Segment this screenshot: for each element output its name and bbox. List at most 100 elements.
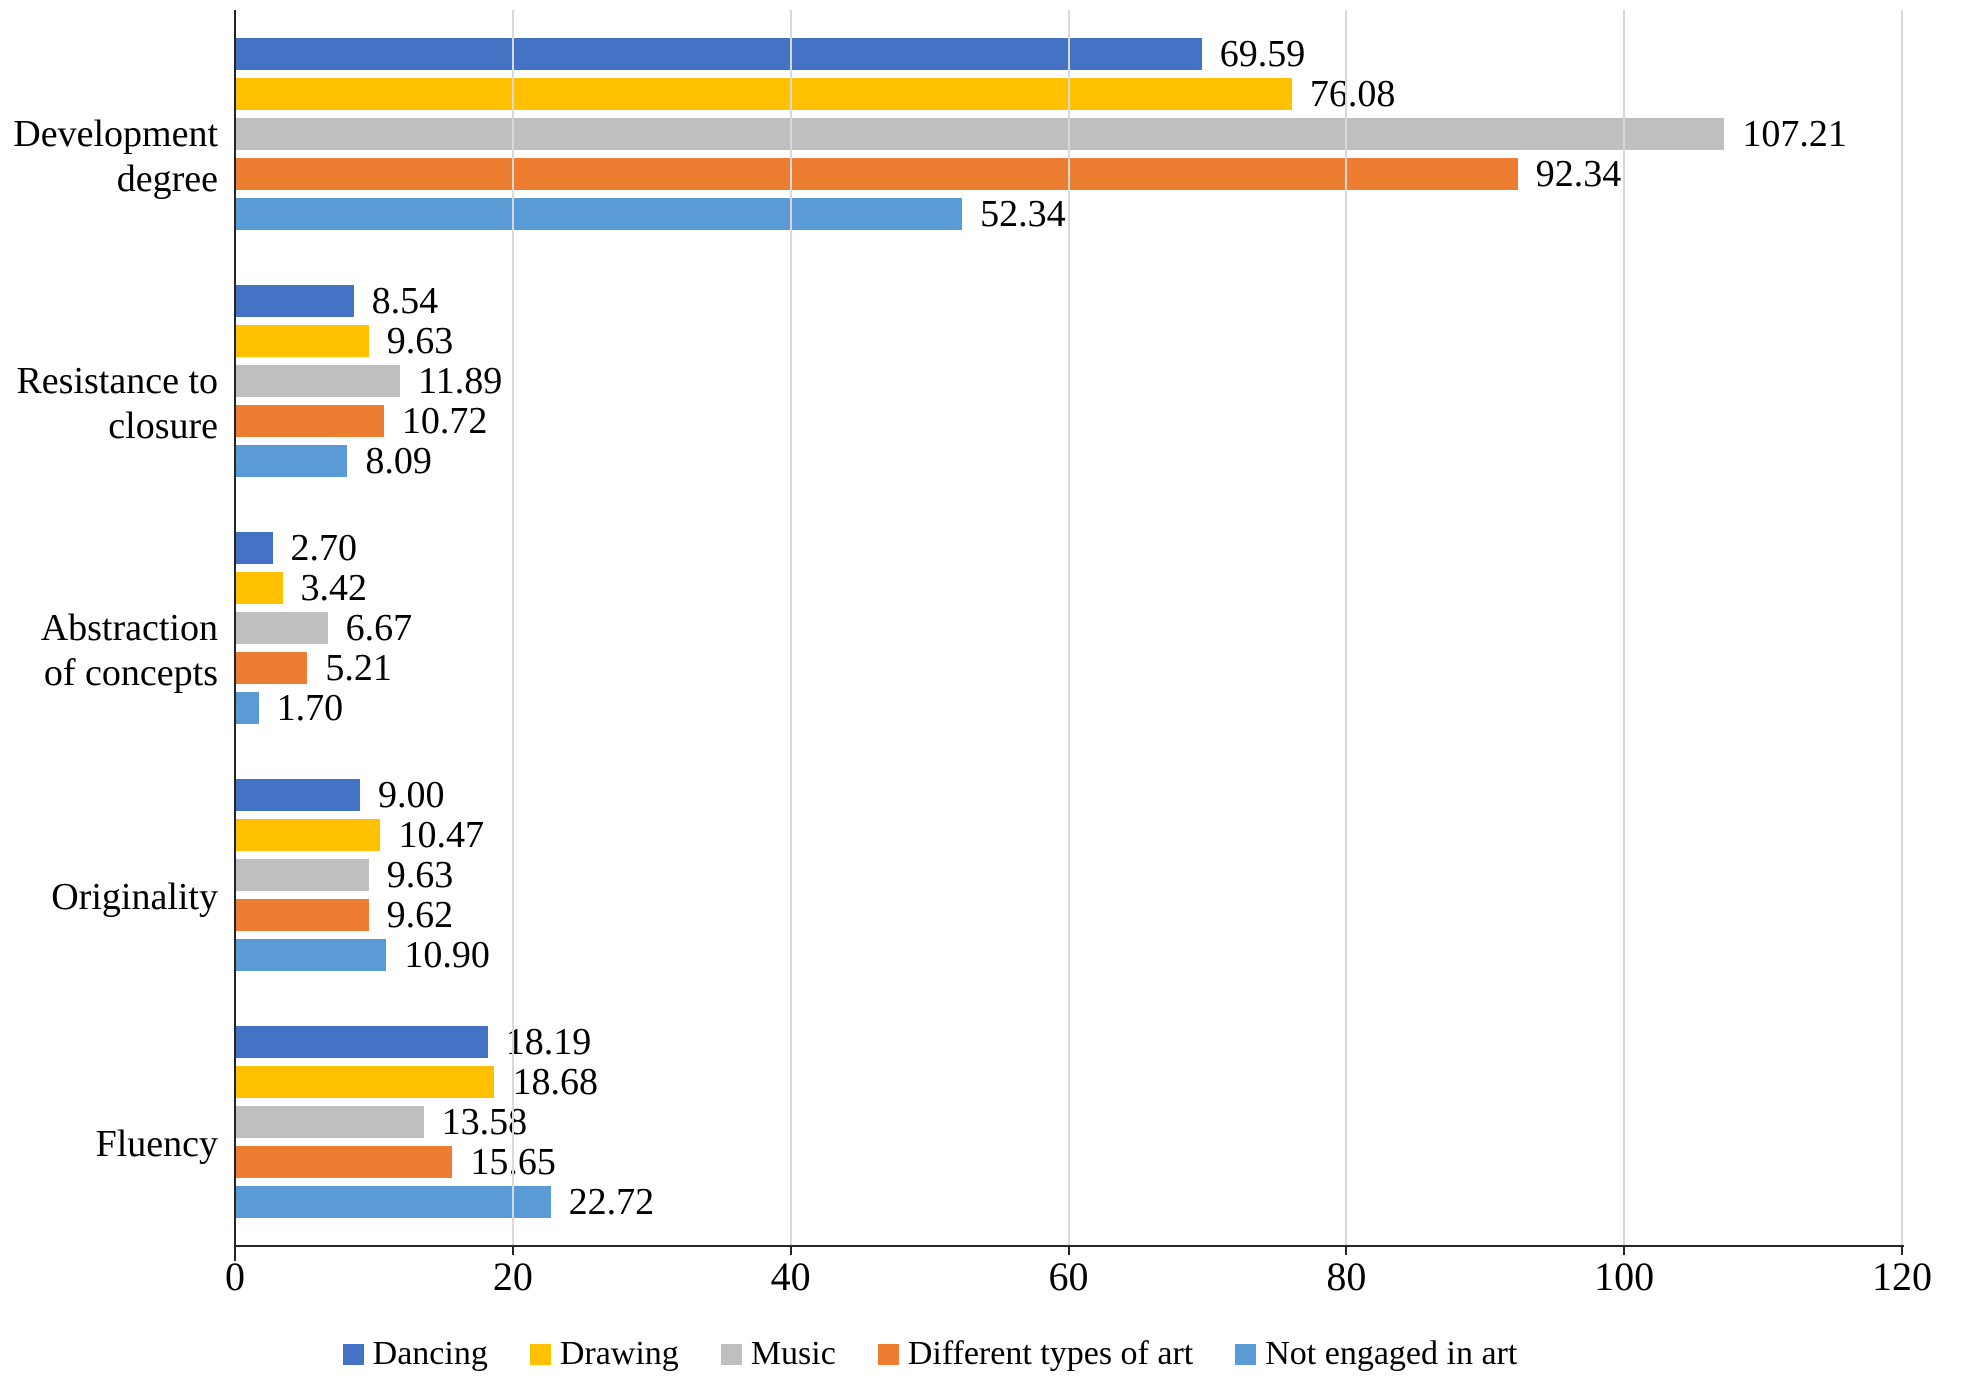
legend-label: Not engaged in art	[1265, 1335, 1518, 1372]
bar-value-label: 1.70	[276, 686, 344, 729]
axis-tick	[1623, 1247, 1626, 1255]
bar-value-label: 76.08	[1309, 72, 1396, 115]
x-axis-ticks: 0 20 40 60 80 100 120	[225, 1254, 1932, 1302]
gridline	[511, 10, 514, 1245]
legend-swatch	[342, 1343, 364, 1365]
category-label: Development degree	[0, 10, 218, 257]
bar	[235, 571, 283, 604]
bar-value-label: 9.00	[378, 773, 445, 816]
bar	[235, 818, 381, 851]
category-label: Abstraction of concepts	[0, 504, 218, 751]
gridline	[1623, 10, 1626, 1245]
bar	[235, 778, 361, 811]
axis-tick	[1345, 1247, 1348, 1255]
bar-row: 10.90	[235, 933, 1902, 976]
bar	[235, 1185, 551, 1218]
category-label-text: Abstraction of concepts	[40, 606, 218, 694]
gridline	[789, 10, 792, 1245]
bar	[235, 858, 369, 891]
bar-value-label: 10.47	[398, 813, 484, 856]
x-tick-label: 40	[770, 1254, 811, 1299]
bar-value-label: 22.72	[568, 1180, 655, 1223]
category-label: Originality	[0, 751, 218, 998]
bar-value-label: 11.89	[418, 359, 503, 402]
bar-row: 18.19	[235, 1020, 1902, 1063]
x-tick-label: 20	[492, 1254, 533, 1299]
bar-row: 2.70	[235, 529, 1902, 567]
gridline	[1345, 10, 1348, 1245]
axis-tick	[789, 1247, 792, 1255]
bar-value-label: 9.63	[386, 319, 454, 362]
legend-swatch	[1235, 1343, 1257, 1365]
bar-row: 3.42	[235, 566, 1902, 609]
x-tick-label: 80	[1326, 1254, 1367, 1299]
y-axis-line	[234, 10, 236, 1261]
bar-row: 18.68	[235, 1060, 1902, 1103]
gridline	[1901, 10, 1903, 1245]
bar-value-label: 18.19	[505, 1020, 592, 1063]
legend-item: Dancing	[342, 1333, 488, 1375]
bar-value-label: 6.67	[345, 606, 413, 649]
legend-label: Music	[750, 1335, 836, 1372]
legend-label: Different types of art	[907, 1335, 1194, 1372]
bar-value-label: 52.34	[980, 192, 1066, 235]
bar	[235, 1025, 488, 1058]
bar-group: 69.59 76.08 107.21 92.34 52.34	[235, 10, 1902, 257]
legend-item: Not engaged in art	[1235, 1333, 1517, 1375]
legend-label: Dancing	[372, 1335, 488, 1372]
bar-row: 9.63	[235, 853, 1902, 896]
bar-value-label: 9.62	[386, 893, 454, 936]
bar	[235, 651, 308, 684]
bar	[235, 364, 401, 397]
bar	[235, 77, 1292, 110]
legend-item: Music	[720, 1333, 836, 1375]
bar-row: 92.34	[235, 152, 1902, 195]
bar-value-label: 3.42	[300, 566, 368, 609]
category-label: Fluency	[0, 998, 218, 1245]
bar	[235, 117, 1725, 150]
bar-value-label: 8.54	[371, 279, 439, 322]
bar	[235, 324, 369, 357]
bar-row: 22.72	[235, 1180, 1902, 1223]
bar	[235, 898, 369, 931]
legend-swatch	[877, 1343, 899, 1365]
bar-group: 8.54 9.63 11.89 10.72 8.09	[235, 257, 1902, 504]
bar-row: 107.21	[235, 115, 1902, 153]
bar-row: 8.54	[235, 279, 1902, 322]
bar-value-label: 8.09	[365, 439, 432, 482]
category-label-text: Resistance to closure	[16, 359, 218, 447]
bar-value-label: 18.68	[512, 1060, 598, 1103]
bar-value-label: 10.90	[404, 933, 490, 976]
bar	[235, 611, 328, 644]
bar	[235, 938, 387, 971]
bar	[235, 1105, 424, 1138]
bar	[235, 284, 354, 317]
bar-value-label: 9.63	[386, 853, 454, 896]
bar-value-label: 92.34	[1535, 152, 1622, 195]
x-tick-label: 100	[1594, 1254, 1655, 1299]
bar-row: 1.70	[235, 686, 1902, 729]
bar-row: 9.63	[235, 319, 1902, 362]
bar	[235, 37, 1202, 70]
bar-row: 5.21	[235, 646, 1902, 689]
bar-group: 2.70 3.42 6.67 5.21 1.70	[235, 504, 1902, 751]
bar-row: 52.34	[235, 192, 1902, 235]
bar-group: 9.00 10.47 9.63 9.62 10.90	[235, 751, 1902, 998]
bar-row: 69.59	[235, 35, 1902, 73]
bar	[235, 157, 1518, 190]
legend-item: Different types of art	[877, 1333, 1194, 1375]
bar-row: 10.47	[235, 813, 1902, 856]
bar	[235, 197, 963, 230]
category-label: Resistance to closure	[0, 257, 218, 504]
bar	[235, 1065, 495, 1098]
bar-row: 8.09	[235, 439, 1902, 482]
category-label-text: Development degree	[13, 112, 218, 200]
axis-tick	[1067, 1247, 1070, 1255]
bar-row: 9.62	[235, 893, 1902, 936]
bar-row: 11.89	[235, 359, 1902, 402]
bar-value-label: 13.58	[441, 1100, 528, 1143]
bar	[235, 404, 384, 437]
x-tick-label: 60	[1048, 1254, 1089, 1299]
bar-value-label: 5.21	[325, 646, 392, 689]
